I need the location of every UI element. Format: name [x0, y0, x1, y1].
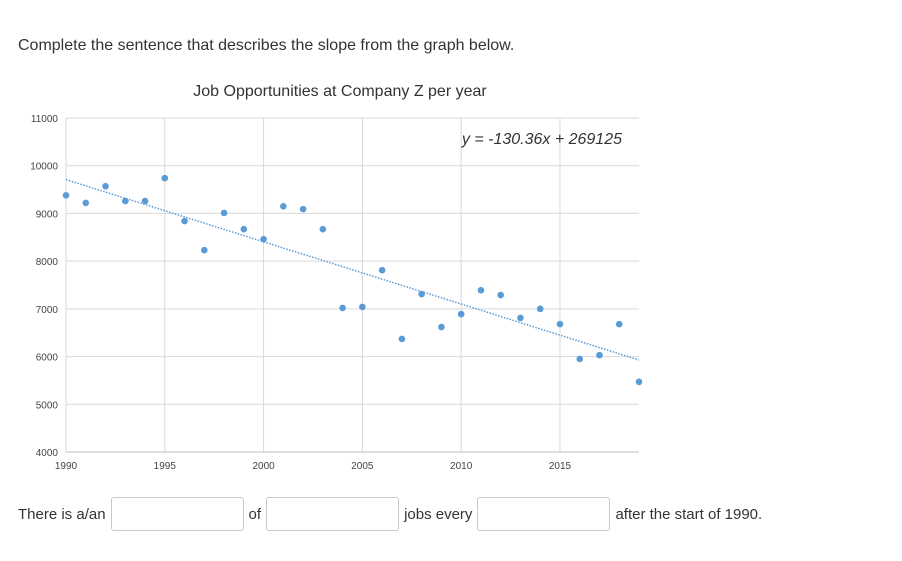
- sentence-part-1: There is a/an: [18, 505, 106, 523]
- data-point: [82, 199, 90, 207]
- y-tick-label: 6000: [36, 353, 59, 364]
- answer-input-2[interactable]: [266, 497, 400, 531]
- y-tick-label: 8000: [36, 257, 59, 268]
- data-point: [121, 197, 129, 205]
- data-point: [517, 314, 524, 322]
- data-point: [102, 182, 109, 190]
- data-point: [556, 320, 564, 328]
- y-tick-label: 5000: [36, 400, 59, 411]
- data-point: [359, 303, 366, 311]
- data-point: [497, 291, 504, 299]
- sentence-part-2: of: [248, 505, 262, 523]
- answer-input-1[interactable]: [110, 497, 244, 531]
- data-point: [181, 217, 188, 225]
- data-point: [596, 351, 603, 359]
- data-point: [201, 246, 208, 254]
- question-text: Complete the sentence that describes the…: [18, 37, 515, 54]
- sentence-part-4: after the start of 1990.: [615, 505, 763, 523]
- data-point: [438, 323, 445, 331]
- data-point: [477, 286, 485, 294]
- data-point: [299, 205, 307, 213]
- data-point: [62, 191, 70, 199]
- x-tick-label: 2015: [549, 461, 572, 472]
- data-point: [319, 225, 327, 233]
- x-tick-label: 1990: [55, 461, 78, 472]
- y-tick-label: 11000: [31, 114, 59, 125]
- scatter-chart: Job Opportunities at Company Z per year 4…: [30, 83, 643, 472]
- data-point: [378, 266, 386, 274]
- data-point: [615, 320, 623, 328]
- answer-input-3[interactable]: [477, 497, 611, 531]
- sentence-part-3: jobs every: [404, 505, 473, 523]
- y-tick-label: 7000: [36, 305, 59, 316]
- x-tick-label: 2005: [351, 461, 374, 472]
- answer-sentence: There is a/an of jobs every after the st…: [18, 497, 762, 531]
- data-point: [576, 355, 584, 363]
- y-tick-label: 9000: [36, 209, 59, 220]
- trendline-equation: y = -130.36x + 269125: [461, 131, 622, 148]
- data-point: [457, 310, 465, 318]
- data-point: [398, 335, 406, 343]
- data-point: [280, 202, 287, 210]
- data-point: [240, 225, 248, 233]
- data-point: [536, 305, 544, 313]
- data-point: [220, 209, 228, 217]
- x-tick-label: 1995: [154, 461, 177, 472]
- trendline: [65, 178, 640, 361]
- y-tick-label: 4000: [36, 448, 59, 459]
- data-point: [418, 290, 425, 298]
- y-tick-label: 10000: [30, 162, 58, 173]
- data-point: [339, 304, 346, 312]
- data-point: [161, 174, 169, 182]
- data-point: [141, 197, 149, 205]
- data-point: [635, 378, 643, 386]
- data-point: [260, 235, 267, 243]
- x-tick-label: 2010: [450, 461, 473, 472]
- chart-title: Job Opportunities at Company Z per year: [193, 83, 487, 100]
- x-tick-label: 2000: [252, 461, 275, 472]
